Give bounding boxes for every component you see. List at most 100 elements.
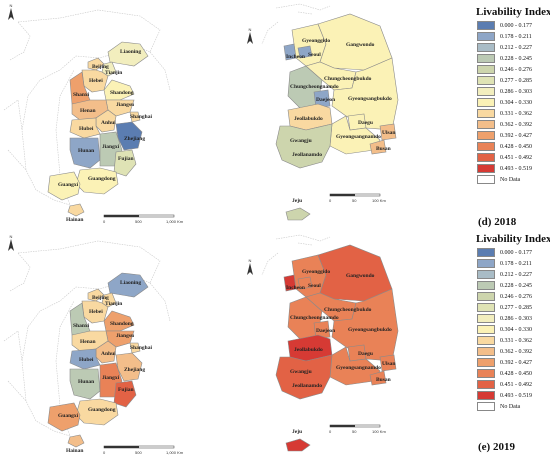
korea-background-outline xyxy=(261,234,331,276)
label-hebei: Hebei xyxy=(89,78,103,84)
scale-bar-korea: 0 50 100 Km xyxy=(329,424,386,434)
province-shanghai xyxy=(129,111,141,123)
label-hainan: Hainan xyxy=(66,217,83,223)
legend-item: 0.286 - 0.303 xyxy=(470,313,548,324)
svg-text:N: N xyxy=(10,3,13,8)
region-daejeon xyxy=(313,320,331,340)
svg-text:100 Km: 100 Km xyxy=(372,429,386,434)
legend-range-label: 0.392 - 0.427 xyxy=(500,359,532,366)
legend-range-label: 0.000 - 0.177 xyxy=(500,22,532,29)
legend-item: 0.493 - 0.519 xyxy=(470,390,548,401)
label-gwangju: Gwangju xyxy=(290,138,312,144)
label-zhejiang: Zhejiang xyxy=(124,367,145,373)
legend-item: 0.178 - 0.211 xyxy=(470,258,548,269)
label-fujian: Fujian xyxy=(118,156,134,162)
legend-swatch xyxy=(477,175,495,184)
legend-swatch xyxy=(477,303,495,312)
label-gyeonggido: Gyeonggido xyxy=(302,269,330,275)
svg-text:N: N xyxy=(10,234,13,239)
legend-swatch xyxy=(477,314,495,323)
caption-2018: (d) 2018 xyxy=(478,216,517,228)
legend-2019: Livability Index 0.000 - 0.177 0.178 - 0.… xyxy=(470,233,550,412)
label-busan: Busan xyxy=(376,377,391,383)
legend-range-label: 0.000 - 0.177 xyxy=(500,249,532,256)
legend-item: 0.228 - 0.245 xyxy=(470,53,548,64)
label-tianjin: Tianjin xyxy=(105,301,122,307)
legend-range-label: 0.304 - 0.330 xyxy=(500,326,532,333)
china-labels-2019: Liaoning Beijing Tianjin Hebei Shanxi Sh… xyxy=(58,280,152,454)
legend-range-label: 0.178 - 0.211 xyxy=(500,260,532,267)
svg-text:500: 500 xyxy=(135,219,142,224)
province-guangxi xyxy=(47,402,81,432)
label-daegu: Daegu xyxy=(358,120,373,126)
label-guangdong: Guangdong xyxy=(88,407,116,413)
korea-labels-2019: Gyeonggido Incheon Seoul Gangwondo Chung… xyxy=(286,269,395,435)
label-hebei: Hebei xyxy=(89,309,103,315)
label-jeju: Jeju xyxy=(292,429,302,435)
label-shandong: Shandong xyxy=(110,321,134,327)
legend-item: 0.428 - 0.450 xyxy=(470,141,548,152)
province-hainan xyxy=(67,434,85,448)
scale-bar-china: 0 500 1,000 Km xyxy=(103,445,184,455)
label-hunan: Hunan xyxy=(78,379,94,385)
legend-range-label: 0.228 - 0.245 xyxy=(500,282,532,289)
label-jeju: Jeju xyxy=(292,198,302,204)
label-gangwondo: Gangwondo xyxy=(346,273,375,279)
legend-swatch xyxy=(477,347,495,356)
legend-swatch xyxy=(477,248,495,257)
china-background-outline xyxy=(3,9,171,206)
map-panel-2018: Liaoning Beijing Tianjin Hebei Shanxi Sh… xyxy=(0,0,550,230)
scale-bar-china: 0 500 1,000 Km xyxy=(103,214,184,224)
legend-item: 0.246 - 0.276 xyxy=(470,291,548,302)
legend-range-label: 0.228 - 0.245 xyxy=(500,55,532,62)
legend-rows: 0.000 - 0.177 0.178 - 0.211 0.212 - 0.227 0… xyxy=(470,20,548,185)
label-guangdong: Guangdong xyxy=(88,176,116,182)
label-jiangxi: Jiangxi xyxy=(102,144,120,150)
region-daejeon xyxy=(313,89,331,109)
svg-text:100 Km: 100 Km xyxy=(372,198,386,203)
label-incheon: Incheon xyxy=(286,54,305,60)
label-beijing: Beijing xyxy=(92,295,109,301)
korea-background-outline xyxy=(261,3,331,45)
label-jiangsu: Jiangsu xyxy=(116,102,134,108)
legend-swatch xyxy=(477,164,495,173)
legend-swatch xyxy=(477,65,495,74)
legend-range-label: 0.451 - 0.492 xyxy=(500,154,532,161)
label-fujian: Fujian xyxy=(118,387,134,393)
svg-text:N: N xyxy=(249,27,252,32)
legend-swatch xyxy=(477,281,495,290)
province-tianjin xyxy=(101,61,117,77)
label-shanghai: Shanghai xyxy=(130,345,152,351)
region-incheon xyxy=(283,274,297,292)
svg-text:1,000 Km: 1,000 Km xyxy=(166,450,184,455)
legend-swatch xyxy=(477,87,495,96)
region-ulsan xyxy=(379,354,397,372)
label-gyeongsangbukdo: Gyeongsangbukdo xyxy=(348,96,392,102)
label-gyeongsangnamdo: Gyeongsangnamdo xyxy=(336,365,381,371)
map-canvas-2018: Liaoning Beijing Tianjin Hebei Shanxi Sh… xyxy=(3,3,399,224)
label-anhui: Anhui xyxy=(101,351,116,357)
legend-range-label: 0.428 - 0.450 xyxy=(500,143,532,150)
legend-swatch xyxy=(477,131,495,140)
china-provinces-2018 xyxy=(47,41,149,217)
region-seoul xyxy=(297,276,313,290)
legend-2018: Livability Index 0.000 - 0.177 0.178 - 0.… xyxy=(470,6,550,185)
scale-bar-korea: 0 50 100 Km xyxy=(329,193,386,203)
legend-item: 0.000 - 0.177 xyxy=(470,247,548,258)
legend-range-label: 0.277 - 0.285 xyxy=(500,77,532,84)
region-gyeongsangbukdo xyxy=(331,288,399,362)
label-gyeongsangbukdo: Gyeongsangbukdo xyxy=(348,327,392,333)
legend-range-label: 0.277 - 0.285 xyxy=(500,304,532,311)
legend-range-label: 0.493 - 0.519 xyxy=(500,165,532,172)
legend-range-label: 0.286 - 0.303 xyxy=(500,315,532,322)
province-tianjin xyxy=(101,292,117,308)
legend-item: 0.451 - 0.492 xyxy=(470,379,548,390)
legend-range-label: 0.286 - 0.303 xyxy=(500,88,532,95)
province-beijing xyxy=(87,288,105,302)
legend-item: 0.493 - 0.519 xyxy=(470,163,548,174)
region-jeollanamdo xyxy=(275,123,333,169)
korea-labels-2018: Gyeonggido Incheon Seoul Gangwondo Chung… xyxy=(286,38,395,204)
label-beijing: Beijing xyxy=(92,64,109,70)
region-gyeongsangnamdo xyxy=(329,115,381,155)
legend-swatch xyxy=(477,259,495,268)
